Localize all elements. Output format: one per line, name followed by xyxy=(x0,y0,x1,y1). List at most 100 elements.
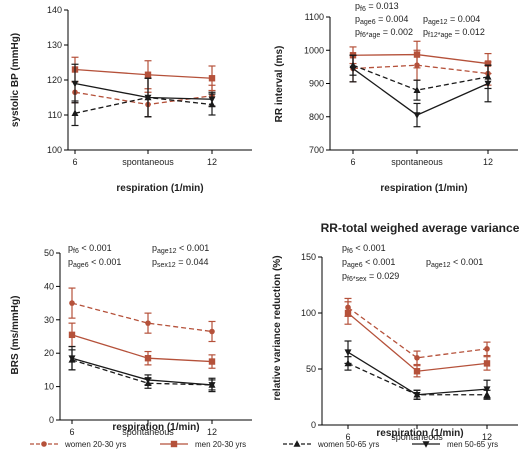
series-line xyxy=(71,334,213,363)
stat-subscript: f12*age xyxy=(428,32,452,39)
stat-symbol: p xyxy=(355,1,360,11)
stat-text: < 0.001 xyxy=(450,257,483,267)
legend-item: women 20-30 yrs xyxy=(30,440,126,449)
x-tick-label: 6 xyxy=(350,157,355,167)
series-women-20-30-yrs xyxy=(68,287,216,343)
marker-triangle-down xyxy=(422,441,430,448)
chart-panel-4: 0 50 100 150 6 spontaneous 12 respiration (1/mi… xyxy=(272,221,520,442)
stat-subscript: age12 xyxy=(157,248,177,255)
stat-symbol: p xyxy=(342,271,347,281)
marker-circle xyxy=(484,346,490,352)
stat-annotation: pf6 < 0.001 xyxy=(68,243,112,255)
stat-text: = 0.012 xyxy=(452,27,485,37)
x-tick-label: 12 xyxy=(207,157,217,167)
marker-triangle-down xyxy=(144,94,152,102)
x-axis-label: respiration (1/min) xyxy=(380,183,467,194)
y-axis-label: RR interval (ms) xyxy=(274,46,285,123)
marker-circle xyxy=(41,441,47,447)
y-tick-label: 20 xyxy=(44,348,54,358)
marker-square xyxy=(344,309,352,317)
stat-text: < 0.001 xyxy=(79,243,112,253)
series-line xyxy=(352,64,489,75)
stat-text: < 0.001 xyxy=(176,243,209,253)
stat-annotation: page12 = 0.004 xyxy=(423,14,480,26)
y-tick-label: 120 xyxy=(47,75,62,85)
series-line xyxy=(74,96,213,114)
stat-symbol: p xyxy=(152,243,157,253)
y-tick-label: 140 xyxy=(47,5,62,15)
series-line xyxy=(71,302,213,333)
legend-item: men 50-65 yrs xyxy=(412,440,498,449)
marker-square xyxy=(208,358,216,365)
marker-square xyxy=(170,440,178,448)
y-tick-label: 700 xyxy=(309,145,324,155)
stat-text: < 0.001 xyxy=(363,257,396,267)
y-axis-label: BRS (ms/mmHg) xyxy=(10,296,21,375)
series-men-50-65-yrs xyxy=(71,63,216,118)
marker-triangle-down xyxy=(483,386,491,393)
legend: women 20-30 yrs men 20-30 yrs women 50-65 … xyxy=(30,440,498,449)
x-tick-label: 6 xyxy=(72,157,77,167)
series-men-20-30-yrs xyxy=(349,40,492,75)
series-men-20-30-yrs xyxy=(68,322,216,369)
stat-subscript: age12 xyxy=(431,262,451,269)
stat-text: = 0.004 xyxy=(376,14,409,24)
x-tick-label: 6 xyxy=(69,427,74,437)
legend-label: men 50-65 yrs xyxy=(447,440,498,449)
series-men-50-65-yrs xyxy=(349,54,492,128)
stat-subscript: sex12 xyxy=(157,262,176,269)
x-tick-label: spontaneous xyxy=(391,157,443,167)
stat-subscript: age6 xyxy=(360,19,376,26)
marker-triangle-down xyxy=(344,349,352,356)
y-tick-label: 800 xyxy=(309,112,324,122)
stat-annotation: page12 < 0.001 xyxy=(152,243,209,255)
marker-circle xyxy=(209,328,215,335)
x-tick-label: spontaneous xyxy=(122,157,174,167)
x-axis-label: respiration (1/min) xyxy=(376,428,463,439)
marker-square xyxy=(68,331,76,339)
marker-triangle-down xyxy=(208,382,216,389)
stat-subscript: f6 xyxy=(360,6,366,13)
y-tick-label: 900 xyxy=(309,79,324,89)
series-men-50-65-yrs xyxy=(68,345,216,393)
stat-annotation: pf6 = 0.013 xyxy=(355,1,399,13)
y-tick-label: 50 xyxy=(44,248,54,258)
marker-square xyxy=(208,75,216,82)
stat-annotation: page6 = 0.004 xyxy=(355,14,408,26)
stat-text: = 0.044 xyxy=(176,257,209,267)
y-tick-label: 40 xyxy=(44,281,54,291)
x-tick-label: 12 xyxy=(483,157,493,167)
x-axis-label: respiration (1/min) xyxy=(116,183,203,194)
stat-annotation: pf6*age = 0.002 xyxy=(355,27,413,39)
series-women-20-30-yrs xyxy=(344,297,491,366)
series-men-50-65-yrs xyxy=(344,340,491,400)
marker-square xyxy=(483,360,491,367)
series-line xyxy=(74,68,213,79)
series-line xyxy=(352,68,489,116)
series-women-50-65-yrs xyxy=(71,77,216,127)
stat-subscript: age6 xyxy=(347,262,363,269)
y-tick-label: 0 xyxy=(49,415,54,425)
y-tick-label: 1000 xyxy=(304,45,324,55)
stat-annotation: page6 < 0.001 xyxy=(68,257,121,269)
marker-triangle-down xyxy=(413,391,421,399)
stat-annotation: page12 < 0.001 xyxy=(426,257,483,269)
stat-symbol: p xyxy=(355,14,360,24)
stat-text: < 0.001 xyxy=(89,257,122,267)
y-tick-label: 150 xyxy=(301,252,316,262)
marker-square xyxy=(413,51,421,58)
series-men-20-30-yrs xyxy=(71,56,216,92)
marker-triangle-up xyxy=(71,109,79,117)
marker-triangle-up xyxy=(293,440,301,447)
stat-text: = 0.002 xyxy=(380,27,413,37)
stat-subscript: f6 xyxy=(347,248,353,255)
y-tick-label: 0 xyxy=(311,420,316,430)
stat-subscript: f6*age xyxy=(360,32,380,39)
marker-square xyxy=(144,355,152,362)
stat-symbol: p xyxy=(342,257,347,267)
marker-square xyxy=(144,71,152,78)
stat-subscript: age6 xyxy=(73,262,89,269)
stat-symbol: p xyxy=(342,243,347,253)
stat-symbol: p xyxy=(68,257,73,267)
